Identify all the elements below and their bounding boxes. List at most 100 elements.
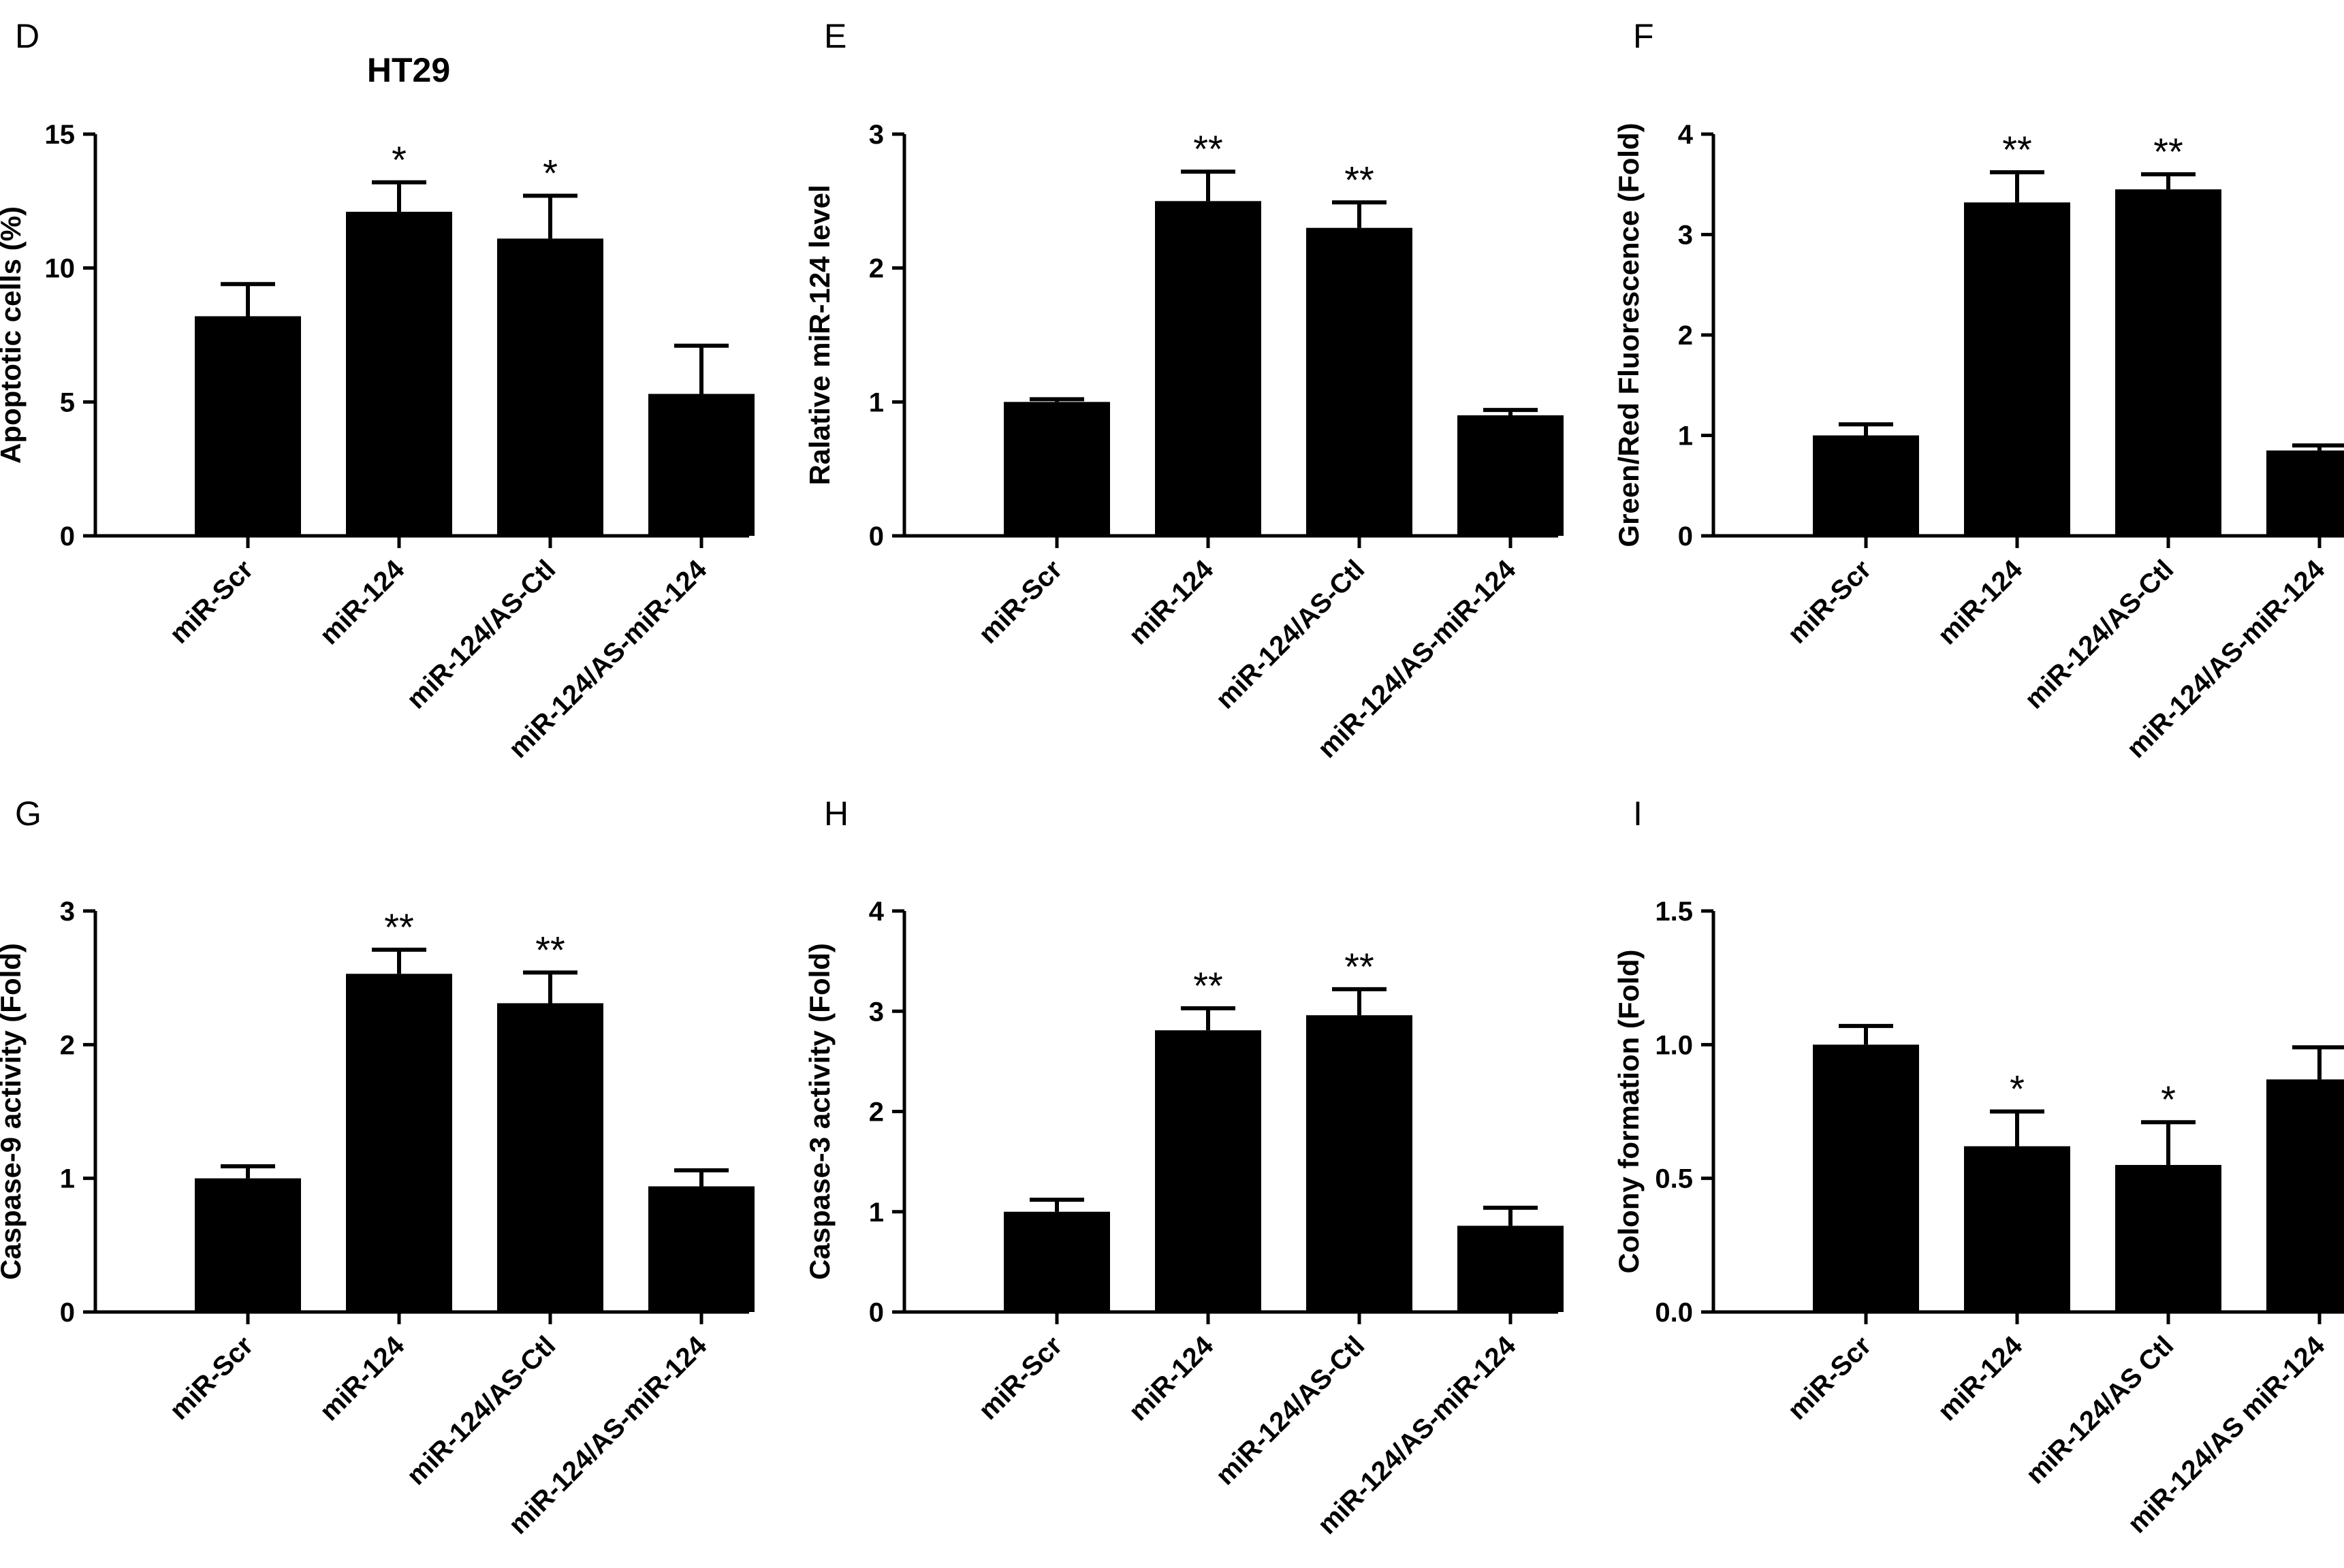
bar <box>2115 1165 2221 1312</box>
significance-label: ** <box>1193 964 1223 1007</box>
panel-letter: F <box>1633 17 1654 55</box>
x-tick-label: miR-124/AS-Ctl <box>401 554 561 714</box>
y-tick-label: 2 <box>869 1098 884 1127</box>
bar <box>195 316 301 536</box>
significance-label: * <box>2161 1078 2176 1121</box>
x-tick-label: miR-124 <box>1123 554 1220 651</box>
y-axis-label: Caspase-9 activity (Fold) <box>0 943 27 1280</box>
y-tick-label: 3 <box>60 897 75 927</box>
x-tick-label: miR-124 <box>1932 554 2029 651</box>
x-tick-label: miR-Scr <box>973 554 1068 650</box>
x-tick-label: miR-124/AS-Ctl <box>401 1330 561 1490</box>
y-tick-label: 4 <box>1678 120 1694 150</box>
y-tick-label: 0 <box>60 1298 75 1328</box>
panel-letter: E <box>824 17 846 55</box>
x-tick-label: miR-124 <box>314 554 411 651</box>
y-tick-label: 0.0 <box>1655 1298 1693 1328</box>
significance-label: ** <box>1193 127 1223 170</box>
y-tick-label: 5 <box>60 387 75 417</box>
x-tick-label: miR-124/AS-Ctl <box>1210 554 1370 714</box>
x-tick-label: miR-124 <box>1123 1330 1220 1427</box>
bar <box>1457 1226 1564 1312</box>
significance-label: ** <box>2002 128 2032 171</box>
y-axis-label: Ralative miR-124 level <box>804 185 836 485</box>
significance-label: * <box>392 138 407 181</box>
panel-h: H 0 1 2 3 4 Caspase-3 activity (Fold) miR-Scr **… <box>804 795 1564 1540</box>
significance-label: ** <box>2153 130 2183 173</box>
significance-label: * <box>2010 1068 2025 1110</box>
significance-label: ** <box>535 928 565 971</box>
x-tick-label: miR-Scr <box>1782 1330 1878 1426</box>
panel-letter: H <box>824 795 849 833</box>
x-tick-label: miR-124 <box>1932 1330 2029 1427</box>
x-tick-label: miR-124/AS-Ctl <box>2019 554 2179 714</box>
x-tick-label: miR-124/AS Ctl <box>2020 1330 2179 1490</box>
panel-f: F 0 1 2 3 4 Green/Red Fluorescence (Fold) miR-S… <box>1613 17 2344 764</box>
y-axis-label: Green/Red Fluorescence (Fold) <box>1613 123 1645 547</box>
significance-label: ** <box>384 906 414 948</box>
y-tick-label: 1 <box>869 1198 884 1228</box>
y-tick-label: 4 <box>869 897 885 927</box>
panel-d: D HT29 0 5 10 15 Apoptotic cells (%) miR-Scr * mi… <box>0 17 755 764</box>
chart-title: HT29 <box>367 51 450 89</box>
y-tick-label: 0 <box>869 522 884 551</box>
bar <box>1964 202 2070 536</box>
y-tick-label: 2 <box>1678 321 1693 351</box>
bar <box>2115 189 2221 536</box>
bar <box>346 974 452 1312</box>
bar <box>648 394 755 536</box>
y-tick-label: 15 <box>45 120 76 150</box>
panel-letter: I <box>1633 795 1643 833</box>
x-tick-label: miR-124/AS-Ctl <box>1210 1330 1370 1490</box>
panel-g: G 0 1 2 3 Caspase-9 activity (Fold) miR-Scr ** m… <box>0 795 755 1540</box>
bar <box>1457 415 1564 536</box>
bar <box>1155 1030 1261 1312</box>
x-tick-label: miR-Scr <box>164 554 259 650</box>
bar <box>497 1003 603 1312</box>
y-axis-label: Apoptotic cells (%) <box>0 206 27 464</box>
panel-i: I 0.0 0.5 1.0 1.5 Colony formation (Fold) miR-… <box>1613 795 2344 1539</box>
bar <box>1155 201 1261 536</box>
bar <box>497 238 603 536</box>
significance-label: ** <box>1344 945 1374 988</box>
y-tick-label: 10 <box>45 254 76 284</box>
y-axis-label: Colony formation (Fold) <box>1613 950 1645 1274</box>
y-tick-label: 2 <box>60 1030 75 1060</box>
panel-e: E 0 1 2 3 Ralative miR-124 level miR-Scr ** miR-… <box>804 17 1564 764</box>
bar <box>2266 450 2344 536</box>
bar <box>1004 402 1110 536</box>
bar <box>1306 227 1412 536</box>
y-axis-label: Caspase-3 activity (Fold) <box>804 943 836 1280</box>
y-tick-label: 1 <box>1678 421 1693 451</box>
panel-letter: G <box>15 795 42 833</box>
bar <box>195 1178 301 1312</box>
bar <box>346 212 452 536</box>
y-tick-label: 1.5 <box>1655 897 1693 927</box>
significance-label: ** <box>1344 158 1374 201</box>
y-tick-label: 0.5 <box>1655 1164 1693 1194</box>
bar <box>1004 1211 1110 1312</box>
x-tick-label: miR-Scr <box>164 1330 259 1426</box>
y-tick-label: 2 <box>869 254 884 284</box>
y-tick-label: 0 <box>1678 522 1693 551</box>
y-tick-label: 3 <box>869 997 884 1027</box>
y-tick-label: 3 <box>1678 221 1693 251</box>
bar <box>1813 1044 1919 1312</box>
bar <box>1813 435 1919 536</box>
y-tick-label: 1 <box>60 1164 75 1194</box>
y-tick-label: 1.0 <box>1655 1030 1693 1060</box>
bar <box>1306 1015 1412 1312</box>
bar <box>648 1186 755 1312</box>
bar <box>2266 1079 2344 1312</box>
significance-label: * <box>543 151 558 194</box>
panel-letter: D <box>15 17 39 55</box>
x-tick-label: miR-Scr <box>1782 554 1878 650</box>
bar <box>1964 1146 2070 1312</box>
x-tick-label: miR-Scr <box>973 1330 1068 1426</box>
y-tick-label: 3 <box>869 120 884 150</box>
y-tick-label: 0 <box>869 1298 884 1328</box>
y-tick-label: 0 <box>60 522 75 551</box>
x-tick-label: miR-124 <box>314 1330 411 1427</box>
y-tick-label: 1 <box>869 387 884 417</box>
